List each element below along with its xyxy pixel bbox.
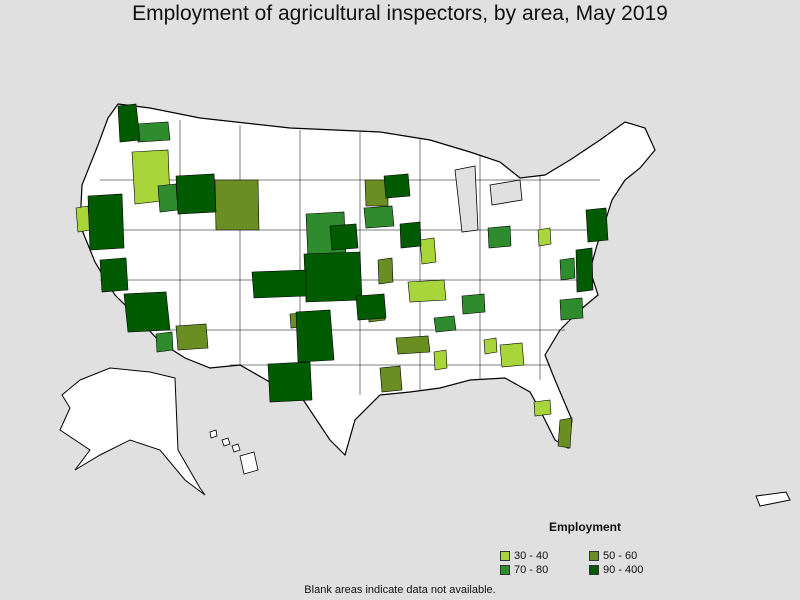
legend-label: 50 - 60 bbox=[603, 550, 638, 562]
legend-item-30-40: 30 - 40 bbox=[500, 550, 581, 562]
legend-items: 30 - 40 50 - 60 70 - 80 90 - 400 bbox=[500, 550, 670, 576]
legend-item-50-60: 50 - 60 bbox=[589, 550, 670, 562]
hawaii-islands bbox=[209, 429, 259, 475]
map-legend: Employment 30 - 40 50 - 60 70 - 80 90 - … bbox=[500, 520, 670, 576]
legend-swatch bbox=[589, 551, 599, 561]
footnote: Blank areas indicate data not available. bbox=[304, 584, 496, 596]
legend-label: 90 - 400 bbox=[603, 564, 644, 576]
legend-title: Employment bbox=[548, 520, 621, 534]
legend-swatch bbox=[500, 565, 510, 575]
map-title: Employment of agricultural inspectors, b… bbox=[132, 2, 668, 25]
legend-label: 70 - 80 bbox=[514, 564, 549, 576]
puerto-rico-outline bbox=[755, 491, 791, 507]
alaska-outline bbox=[59, 367, 206, 496]
great-lakes bbox=[454, 165, 523, 233]
legend-item-90-400: 90 - 400 bbox=[589, 564, 670, 576]
legend-label: 30 - 40 bbox=[514, 550, 549, 562]
legend-item-70-80: 70 - 80 bbox=[500, 564, 581, 576]
legend-swatch bbox=[500, 551, 510, 561]
legend-swatch bbox=[589, 565, 599, 575]
areas-90-400 bbox=[87, 103, 609, 403]
